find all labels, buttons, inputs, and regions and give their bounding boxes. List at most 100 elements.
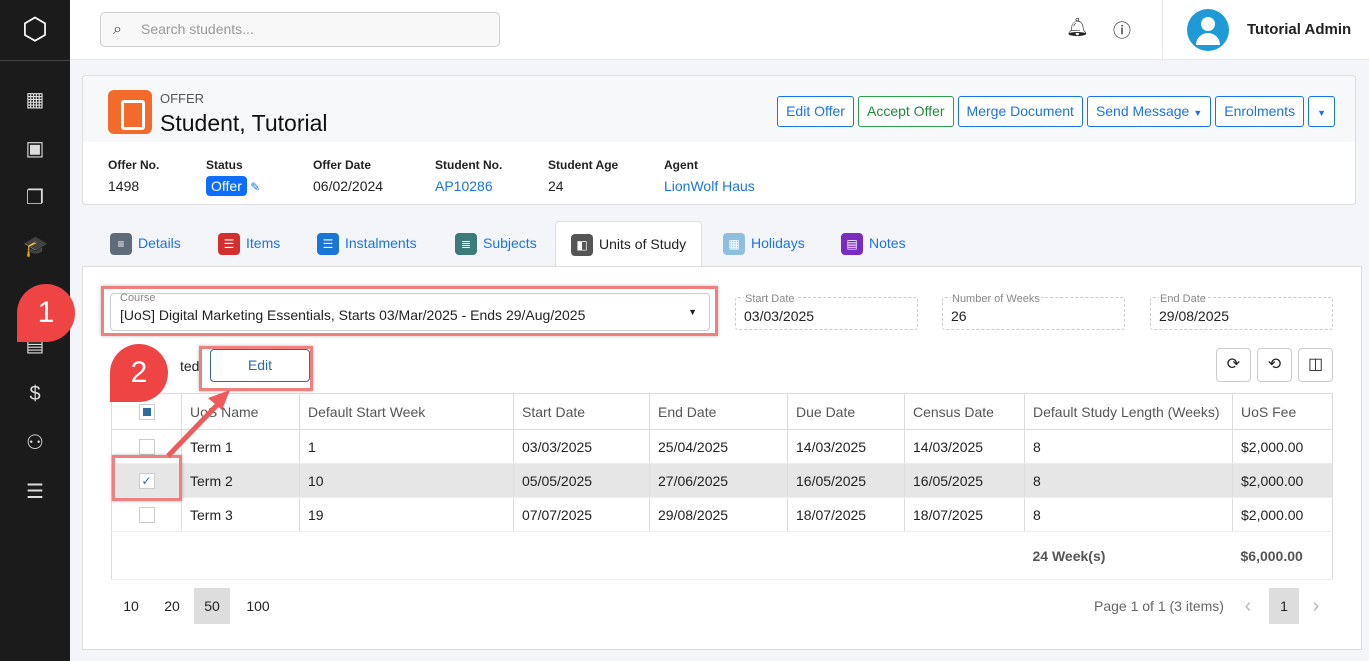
cell: 19 — [299, 497, 514, 532]
edit-offer-button[interactable]: Edit Offer — [777, 96, 854, 127]
label: Number of Weeks — [951, 293, 1041, 305]
cell: 05/05/2025 — [513, 463, 650, 498]
table-row[interactable]: Term 3 19 07/07/2025 29/08/2025 18/07/2025 18… — [111, 497, 1333, 532]
offers-icon[interactable]: ❐ — [26, 187, 44, 209]
page-size-20[interactable]: 20 — [164, 598, 180, 614]
tab-subjects[interactable]: ≣ Subjects — [455, 221, 537, 267]
checkbox-indeterminate — [138, 404, 155, 421]
settings-icon[interactable]: ☰ — [26, 481, 44, 503]
offer-label: OFFER — [160, 91, 205, 106]
accept-offer-button[interactable]: Accept Offer — [857, 96, 954, 127]
prev-page-icon[interactable]: ‹ — [1244, 595, 1252, 617]
reset-icon[interactable]: ⟲ — [1257, 348, 1292, 382]
students-icon[interactable]: ▣ — [25, 138, 45, 160]
dashboard-icon[interactable]: ▦ — [25, 89, 45, 111]
tab-items[interactable]: ☰ Items — [218, 221, 280, 267]
value: 29/08/2025 — [1159, 308, 1230, 324]
courses-icon[interactable]: 🎓 — [23, 236, 48, 258]
col-due-date[interactable]: Due Date — [787, 393, 905, 430]
details-icon: ≡ — [110, 233, 132, 256]
offer-no: Offer No. 1498 — [108, 158, 159, 194]
enrolments-button[interactable]: Enrolments — [1215, 96, 1305, 127]
value: 24 — [548, 178, 564, 194]
fees-icon[interactable]: $ — [29, 383, 41, 405]
table-header: UoS Name Default Start Week Start Date E… — [111, 393, 1333, 430]
col-study-length[interactable]: Default Study Length (Weeks) — [1024, 393, 1233, 430]
user-menu[interactable]: Tutorial Admin — [1162, 0, 1369, 60]
student-age: Student Age 24 — [548, 158, 618, 194]
tab-label: Subjects — [483, 235, 537, 251]
logo-icon[interactable]: ⬡ — [21, 13, 49, 46]
send-message-button[interactable]: Send Message ▼ — [1086, 96, 1212, 127]
weeks-field[interactable]: Number of Weeks 26 — [942, 293, 1125, 330]
offer-card: OFFER Student, Tutorial Edit Offer Accep… — [82, 75, 1356, 205]
col-census-date[interactable]: Census Date — [904, 393, 1025, 430]
page-size-100[interactable]: 100 — [246, 598, 270, 614]
value: 03/03/2025 — [744, 308, 815, 324]
total-fee: $6,000.00 — [1232, 531, 1333, 580]
edit-status-icon[interactable]: ✎ — [250, 180, 261, 194]
annotation-2: 2 — [110, 344, 168, 402]
agents-icon[interactable]: ⚇ — [26, 432, 44, 454]
tab-details[interactable]: ≡ Details — [110, 221, 181, 267]
units-icon: ◧ — [571, 234, 593, 257]
tab-label: Holidays — [751, 235, 805, 251]
agent-link[interactable]: LionWolf Haus — [664, 178, 755, 194]
start-date-field[interactable]: Start Date 03/03/2025 — [735, 293, 918, 330]
col-default-start-week[interactable]: Default Start Week — [299, 393, 514, 430]
arrow-head — [208, 390, 230, 410]
cell: 16/05/2025 — [904, 463, 1025, 498]
label: Offer No. — [108, 158, 160, 172]
merge-document-button[interactable]: Merge Document — [957, 96, 1083, 127]
tab-label: Items — [246, 235, 281, 251]
cell: $2,000.00 — [1232, 429, 1333, 464]
checkbox — [138, 439, 155, 456]
edit-button[interactable]: Edit — [210, 349, 310, 382]
cell: 8 — [1024, 463, 1233, 498]
offer-date: Offer Date 06/02/2024 — [313, 158, 383, 194]
selected-count: ted — [180, 358, 200, 374]
refresh-icon[interactable]: ⟳ — [1216, 348, 1251, 382]
page-1[interactable]: 1 — [1269, 588, 1299, 624]
status-badge: Offer — [206, 176, 247, 196]
calendar-icon: ▦ — [723, 233, 745, 256]
search-placeholder: Search students... — [141, 21, 254, 37]
cell: 18/07/2025 — [904, 497, 1025, 532]
cell: 8 — [1024, 497, 1233, 532]
tab-units-of-study[interactable]: ◧ Units of Study — [555, 221, 703, 268]
col-uos-fee[interactable]: UoS Fee — [1232, 393, 1333, 430]
page-size-50[interactable]: 50 — [194, 588, 230, 624]
indeterminate-mark — [142, 408, 151, 417]
cell: 25/04/2025 — [649, 429, 788, 464]
tab-instalments[interactable]: ☰ Instalments — [317, 221, 417, 267]
course-select[interactable]: Course [UoS] Digital Marketing Essential… — [110, 292, 710, 331]
bell-icon[interactable]: 🔔︎ — [1066, 17, 1089, 37]
more-dropdown-button[interactable]: ▼ — [1308, 96, 1335, 127]
cell: 14/03/2025 — [904, 429, 1025, 464]
tab-notes[interactable]: ▤ Notes — [841, 221, 906, 267]
row-checkbox[interactable]: ✓ — [111, 463, 182, 498]
end-date-field[interactable]: End Date 29/08/2025 — [1150, 293, 1333, 330]
checkbox — [138, 507, 155, 524]
search-input[interactable]: ⌕ Search students... — [100, 12, 500, 47]
tab-holidays[interactable]: ▦ Holidays — [723, 221, 805, 267]
tab-label: Notes — [869, 235, 906, 251]
help-icon[interactable]: ⓘ — [1113, 21, 1131, 41]
col-end-date[interactable]: End Date — [649, 393, 788, 430]
instalments-icon: ☰ — [317, 233, 339, 256]
row-checkbox[interactable] — [111, 497, 182, 532]
value: 1498 — [108, 178, 140, 194]
send-message-label: Send Message — [1095, 103, 1190, 119]
table-row[interactable]: ✓ Term 2 10 05/05/2025 27/06/2025 16/05/2025 1… — [111, 463, 1333, 498]
row-checkbox[interactable] — [111, 429, 182, 464]
cell: Term 1 — [181, 429, 300, 464]
topbar: ⌕ Search students... 🔔︎ ⓘ Tutorial Admin — [70, 0, 1369, 60]
next-page-icon[interactable]: › — [1312, 595, 1320, 617]
column-chooser-icon[interactable]: ◫ — [1298, 348, 1333, 382]
tab-label: Instalments — [345, 235, 417, 251]
annotation-1: 1 — [17, 284, 75, 342]
table-row[interactable]: Term 1 1 03/03/2025 25/04/2025 14/03/2025 14/… — [111, 429, 1333, 464]
cell: 16/05/2025 — [787, 463, 905, 498]
student-no-link[interactable]: AP10286 — [435, 178, 493, 194]
page-size-10[interactable]: 10 — [123, 598, 139, 614]
